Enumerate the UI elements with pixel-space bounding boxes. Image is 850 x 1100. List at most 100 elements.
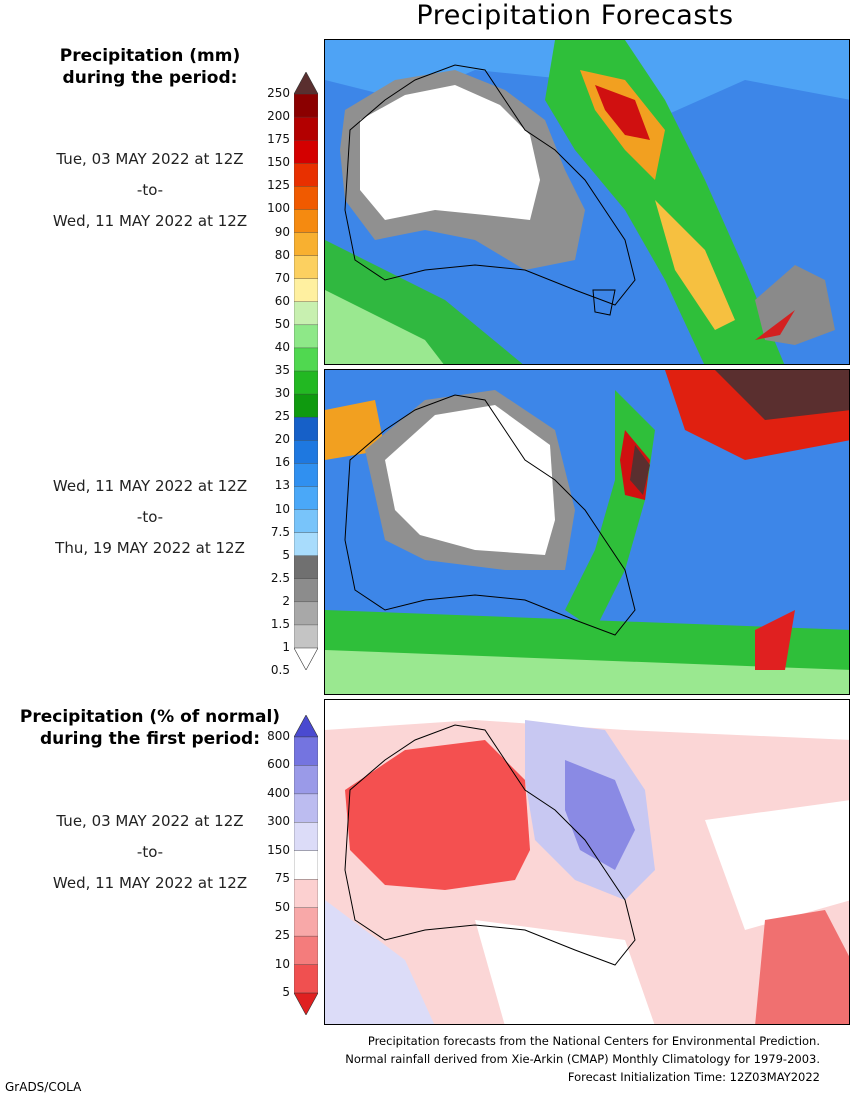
colorbar-label: 25 (274, 409, 290, 424)
period2-sep: -to- (136, 508, 164, 526)
colorbar-label: 0.5 (270, 663, 290, 678)
amount-heading-line2: during the period: (62, 68, 238, 88)
footer-notes: Precipitation forecasts from the Nationa… (220, 1032, 820, 1086)
colorbar-swatch (294, 736, 318, 767)
colorbar-swatch (294, 463, 318, 488)
colorbar-label: 1.5 (270, 616, 290, 631)
colorbar-label: 800 (267, 729, 290, 743)
colorbar-label: 50 (274, 316, 290, 331)
colorbar-label: 13 (274, 478, 290, 493)
colorbar-label: 175 (267, 132, 290, 147)
period1-end: Wed, 11 MAY 2022 at 12Z (52, 212, 248, 230)
percent-colorbar-labels: 800 600 400 300 150 75 50 25 10 5 (230, 0, 290, 1020)
colorbar-swatch (294, 209, 318, 234)
colorbar-label: 150 (267, 842, 290, 857)
colorbar-top-arrow (294, 715, 318, 738)
colorbar-swatch (294, 232, 318, 257)
colorbar-swatch (294, 93, 318, 118)
colorbar-top-arrow (294, 72, 318, 95)
colorbar-swatch (294, 163, 318, 188)
colorbar-label: 600 (267, 757, 290, 772)
forecast-map-period2 (324, 369, 850, 695)
colorbar-label: 90 (274, 224, 290, 239)
colorbar-swatch (294, 301, 318, 326)
percent-of-normal-map (324, 699, 850, 1025)
colorbar-label: 5 (282, 547, 290, 562)
colorbar-label: 100 (267, 201, 290, 216)
colorbar-swatch (294, 532, 318, 557)
colorbar-label: 7.5 (270, 524, 290, 539)
amount-heading-line1: Precipitation (mm) (59, 46, 241, 66)
colorbar-swatch (294, 116, 318, 141)
colorbar-label: 25 (274, 928, 290, 943)
colorbar-label: 5 (282, 985, 290, 999)
percent-heading-line2: during the first period: (39, 729, 261, 749)
page-title: Precipitation Forecasts (416, 0, 734, 31)
amount-colorbar-labels: 250 200 175 150 125 100 90 80 70 60 50 40 35 30 25 20 16… (230, 0, 290, 700)
footer-line3: Forecast Initialization Time: 12Z03MAY20… (567, 1070, 820, 1084)
period3-label: Tue, 03 MAY 2022 at 12Z -to- Wed, 11 MAY… (0, 812, 300, 902)
colorbar-swatch (294, 370, 318, 395)
colorbar-label: 125 (267, 178, 290, 193)
colorbar-swatch (294, 393, 318, 418)
colorbar-swatch (294, 509, 318, 534)
colorbar-label: 80 (274, 247, 290, 262)
colorbar-swatch (294, 964, 318, 994)
colorbar-label: 16 (274, 455, 290, 470)
period2-label: Wed, 11 MAY 2022 at 12Z -to- Thu, 19 MAY… (0, 477, 300, 567)
colorbar-label: 1 (282, 640, 290, 654)
period3-sep: -to- (136, 843, 164, 861)
period2-start: Wed, 11 MAY 2022 at 12Z (52, 477, 248, 495)
colorbar-label: 2.5 (270, 570, 290, 585)
colorbar-swatch (294, 822, 318, 852)
period3-end: Wed, 11 MAY 2022 at 12Z (52, 874, 248, 892)
colorbar-swatch (294, 879, 318, 909)
colorbar-swatch (294, 793, 318, 824)
percent-colorbar (294, 715, 318, 1015)
colorbar-label: 30 (274, 386, 290, 401)
colorbar-swatch (294, 139, 318, 164)
colorbar-label: 200 (267, 109, 290, 124)
colorbar-label: 40 (274, 339, 290, 354)
period1-sep: -to- (136, 181, 164, 199)
colorbar-label: 2 (282, 593, 290, 608)
footer-line2: Normal rainfall derived from Xie-Arkin (… (345, 1052, 820, 1066)
colorbar-swatch (294, 347, 318, 372)
colorbar-swatch (294, 850, 318, 880)
colorbar-label: 70 (274, 270, 290, 285)
colorbar-swatch (294, 624, 318, 649)
percent-heading-line1: Precipitation (% of normal) (19, 707, 281, 727)
colorbar-label: 60 (274, 293, 290, 308)
forecast-map-period1 (324, 39, 850, 365)
colorbar-label: 10 (274, 956, 290, 971)
percent-heading: Precipitation (% of normal) during the f… (0, 706, 300, 750)
colorbar-label: 35 (274, 363, 290, 377)
colorbar-swatch (294, 907, 318, 937)
colorbar-bottom-arrow (294, 647, 318, 670)
colorbar-swatch (294, 555, 318, 580)
colorbar-label: 150 (267, 155, 290, 170)
period1-label: Tue, 03 MAY 2022 at 12Z -to- Wed, 11 MAY… (0, 150, 300, 240)
colorbar-swatch (294, 765, 318, 795)
colorbar-swatch (294, 324, 318, 349)
period2-end: Thu, 19 MAY 2022 at 12Z (55, 539, 245, 557)
amount-heading: Precipitation (mm) during the period: (0, 45, 300, 89)
colorbar-swatch (294, 278, 318, 303)
colorbar-label: 75 (274, 871, 290, 886)
colorbar-label: 300 (267, 814, 290, 829)
colorbar-swatch (294, 440, 318, 465)
colorbar-swatch (294, 186, 318, 211)
colorbar-swatch (294, 486, 318, 511)
amount-colorbar (294, 72, 318, 670)
period3-start: Tue, 03 MAY 2022 at 12Z (56, 812, 244, 830)
colorbar-label: 20 (274, 432, 290, 447)
colorbar-swatch (294, 935, 318, 966)
colorbar-label: 250 (267, 86, 290, 100)
footer-line1: Precipitation forecasts from the Nationa… (367, 1034, 820, 1048)
software-credit: GrADS/COLA (5, 1080, 82, 1094)
period1-start: Tue, 03 MAY 2022 at 12Z (56, 150, 244, 168)
colorbar-label: 400 (267, 785, 290, 800)
colorbar-swatch (294, 601, 318, 626)
colorbar-swatch (294, 255, 318, 280)
colorbar-bottom-arrow (294, 992, 318, 1015)
